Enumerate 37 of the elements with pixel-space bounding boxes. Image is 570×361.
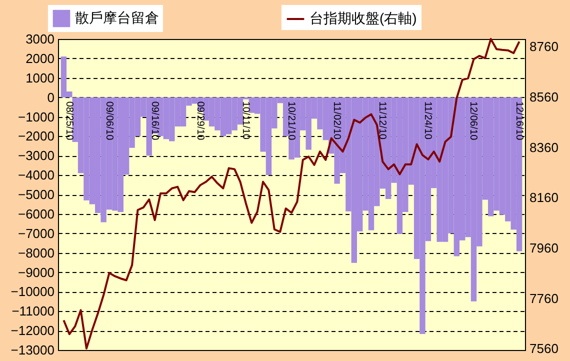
x-tick-label: 12/16/10 xyxy=(513,101,524,141)
y2-tick-label: 7560 xyxy=(530,341,558,356)
y-tick-label: 1000 xyxy=(26,70,54,86)
y-tick-label: −7000 xyxy=(18,226,54,241)
y2-tick-label: 8360 xyxy=(530,140,558,155)
legend-label: 散戶摩台留倉 xyxy=(75,10,159,26)
y-tick-label: −1000 xyxy=(18,109,54,124)
y-tick-label: 0 xyxy=(47,90,54,105)
y2-tick-label: 8560 xyxy=(530,89,558,104)
y2-tick-label: 8160 xyxy=(530,190,558,206)
y-tick-label: −6000 xyxy=(18,206,54,222)
y-tick-label: −11000 xyxy=(12,304,54,319)
x-tick-label: 11/12/10 xyxy=(376,101,388,140)
y-tick-label: −12000 xyxy=(10,323,54,338)
y-tick-label: −9000 xyxy=(18,264,54,280)
x-tick-label: 09/29/10 xyxy=(194,101,206,141)
x-tick-label: 09/06/10 xyxy=(103,101,114,141)
y-tick-label: −4000 xyxy=(18,168,54,183)
x-tick-label: 08/25/10 xyxy=(63,101,74,141)
y-tick-label: 3000 xyxy=(26,32,54,46)
y2-tick-label: 8760 xyxy=(530,39,558,54)
y-tick-label: −13000 xyxy=(10,342,54,358)
x-tick-label: 10/11/10 xyxy=(240,101,251,140)
y-tick-label: −3000 xyxy=(18,148,54,164)
x-tick-label: 12/06/10 xyxy=(468,101,479,141)
y-tick-label: −5000 xyxy=(18,187,54,202)
y-tick-label: −10000 xyxy=(10,284,54,300)
x-tick-label: 10/21/10 xyxy=(286,101,296,141)
x-tick-label: 11/24/10 xyxy=(422,101,434,140)
x-tick-label: 11/02/10 xyxy=(331,101,342,140)
y-tick-label: −8000 xyxy=(18,245,54,260)
y2-tick-label: 7760 xyxy=(530,290,558,306)
legend-label: 台指期收盤(右軸) xyxy=(310,10,417,26)
y2-tick-label: 7960 xyxy=(530,240,558,256)
x-tick-label: 09/16/10 xyxy=(148,101,160,141)
y-tick-label: 2000 xyxy=(26,50,54,66)
y-tick-label: −2000 xyxy=(18,128,54,144)
